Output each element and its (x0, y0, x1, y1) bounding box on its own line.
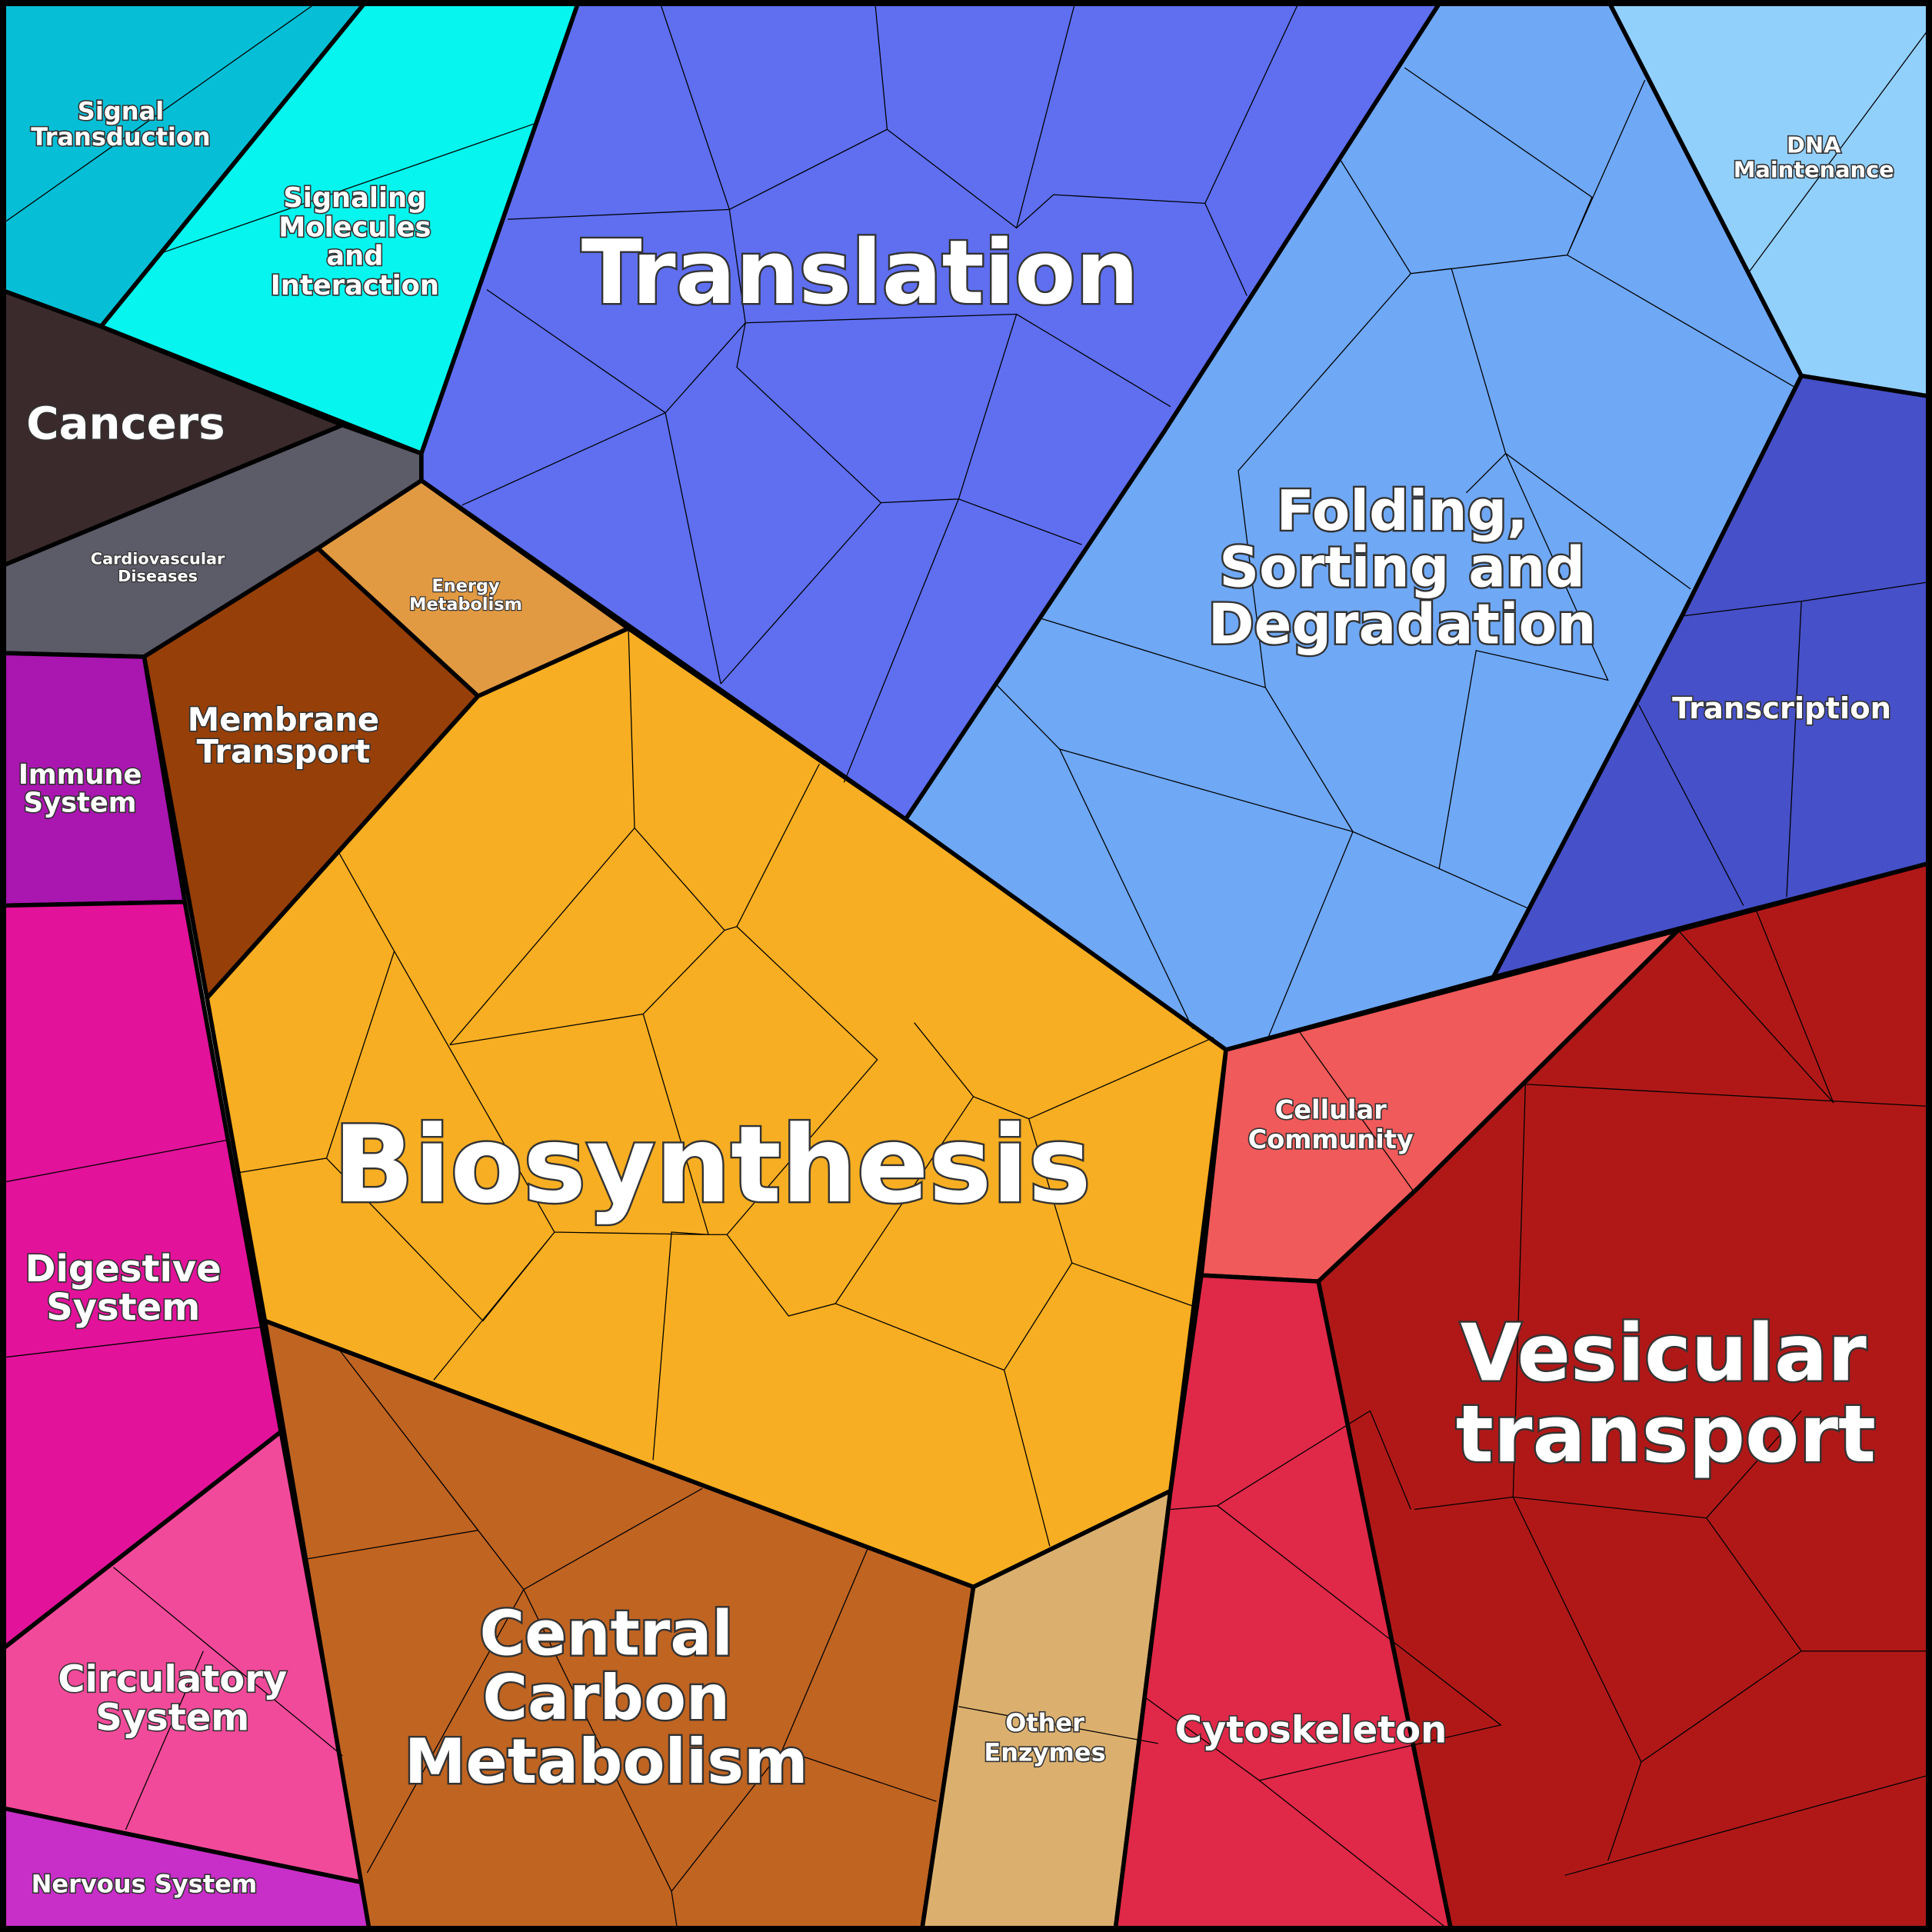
cell-border (0, 0, 1932, 1041)
region-label: Cellular Community (1248, 1095, 1414, 1154)
region-label: Circulatory System (58, 1658, 287, 1740)
region (1605, 0, 1932, 399)
region-label: Membrane Transport (188, 701, 379, 771)
region (0, 1805, 372, 1932)
region-label: Other Enzymes (984, 1708, 1105, 1767)
region-label: Transcription (1672, 691, 1891, 726)
region-label: Cardiovascular Diseases (91, 550, 225, 585)
region-label: Biosynthesis (333, 1104, 1091, 1227)
region-label: Cytoskeleton (1175, 1708, 1447, 1751)
region-label: Energy Metabolism (409, 576, 522, 615)
region-label: Central Carbon Metabolism (405, 1598, 808, 1798)
region-label: Signal Transduction (31, 96, 210, 152)
region-label: Signaling Molecules and Interaction (271, 182, 439, 301)
region-label: Folding, Sorting and Degradation (1208, 479, 1597, 657)
region (1113, 1273, 1454, 1932)
region-label: DNA Maintenance (1734, 132, 1894, 183)
region-label: Cancers (26, 397, 225, 449)
region (262, 1318, 976, 1932)
region-label: Vesicular transport (1456, 1307, 1876, 1481)
region-label: Digestive System (25, 1247, 222, 1329)
labels: Signal Transduction Signaling Molecules and… (17, 95, 1895, 1900)
region-label: Translation (581, 222, 1139, 325)
region-label: Immune System (18, 759, 142, 819)
region (1316, 860, 1932, 1932)
region-label: Nervous System (32, 1870, 258, 1899)
region (919, 1488, 1173, 1932)
cell-border (0, 628, 1932, 1932)
